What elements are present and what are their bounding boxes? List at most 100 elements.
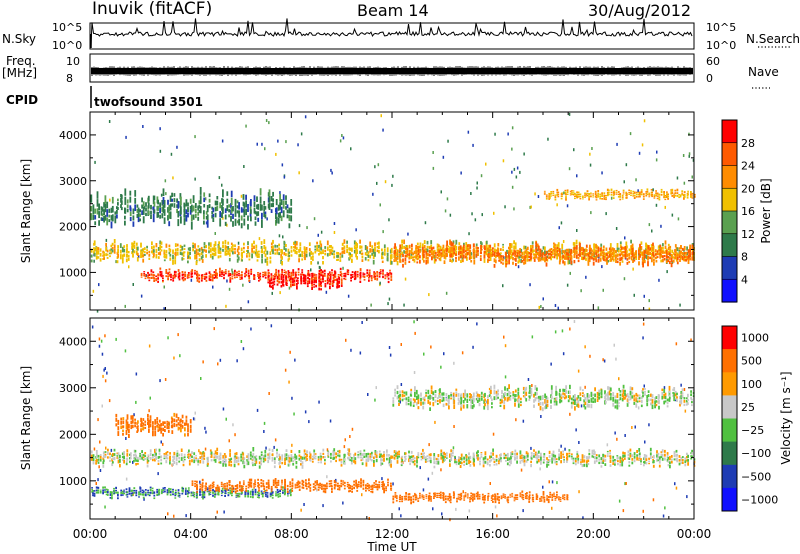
velocity-band-2-cell xyxy=(199,485,202,488)
power-band-3-cell xyxy=(431,247,433,251)
power-band-5-cell xyxy=(211,206,214,210)
power-noise-cell xyxy=(176,145,178,149)
power-band-2-cell xyxy=(272,284,274,287)
velocity-noise-cell xyxy=(569,327,571,331)
power-band-0-cell xyxy=(378,241,380,245)
velocity-noise-cell xyxy=(622,509,625,513)
velocity-band-0-cell xyxy=(365,458,368,463)
velocity-band-0-cell xyxy=(493,460,496,463)
velocity-band-0-cell xyxy=(422,448,424,452)
power-band-3-cell xyxy=(399,252,402,256)
power-band-0-cell xyxy=(378,250,380,254)
power-band-4-cell xyxy=(571,193,573,195)
velocity-band-0-cell xyxy=(320,457,322,461)
velocity-band-2-cell xyxy=(204,489,207,492)
velocity-band-0-cell xyxy=(287,454,290,459)
power-band-1-cell xyxy=(374,275,376,278)
velocity-band-0-cell xyxy=(551,457,554,460)
velocity-band-0-cell xyxy=(102,464,105,468)
power-band-0-cell xyxy=(616,243,619,248)
velocity-band-0-cell xyxy=(609,449,611,452)
velocity-band-0-cell xyxy=(619,456,622,460)
velocity-band-0-cell xyxy=(465,455,468,459)
velocity-band-0-cell xyxy=(614,463,616,466)
power-band-0-cell xyxy=(192,242,194,245)
power-band-2-cell xyxy=(280,284,283,288)
power-band-5-cell xyxy=(212,207,215,213)
power-band-0-cell xyxy=(667,250,670,254)
power-band-0-cell xyxy=(442,249,445,253)
power-band-0-cell xyxy=(243,242,245,246)
power-band-3-cell xyxy=(492,247,494,250)
power-noise-cell xyxy=(300,132,303,136)
power-band-0-cell xyxy=(258,253,260,256)
velocity-noise-cell xyxy=(350,348,352,352)
velocity-band-1-cell xyxy=(102,486,104,489)
velocity-band-1-cell xyxy=(224,492,227,495)
power-noise-cell xyxy=(258,237,261,241)
velocity-band-0-cell xyxy=(92,457,95,461)
power-band-1-cell xyxy=(327,273,330,276)
velocity-band-1-cell xyxy=(120,489,123,492)
power-band-1-cell xyxy=(213,276,216,279)
velocity-band-0-cell xyxy=(440,449,443,453)
power-band-0-cell xyxy=(541,249,543,254)
power-band-1-cell xyxy=(344,278,347,281)
power-band-1-cell xyxy=(343,277,346,280)
velocity-band-0-cell xyxy=(619,463,622,467)
velocity-band-1-cell xyxy=(121,492,124,494)
velocity-band-0-cell xyxy=(273,460,276,464)
power-band-3-cell xyxy=(554,243,556,247)
power-band-3-cell xyxy=(539,248,542,253)
power-noise-cell xyxy=(387,302,389,306)
velocity-band-1-cell xyxy=(95,489,98,492)
power-noise-cell xyxy=(683,181,686,185)
power-band-5-cell xyxy=(147,195,150,202)
power-band-1-cell xyxy=(359,280,362,283)
power-band-0-cell xyxy=(232,247,234,251)
power-band-1-cell xyxy=(234,276,236,279)
velocity-band-1-cell xyxy=(121,490,124,492)
velocity-band-0-cell xyxy=(591,449,594,452)
power-noise-cell xyxy=(660,224,662,228)
power-band-0-cell xyxy=(189,251,191,256)
velocity-band-0-cell xyxy=(388,454,390,457)
velocity-band-0-cell xyxy=(183,453,186,456)
power-band-0-cell xyxy=(105,242,107,247)
power-band-0-cell xyxy=(621,260,624,263)
velocity-noise-cell xyxy=(361,321,363,324)
power-noise-cell xyxy=(554,304,557,307)
velocity-band-0-cell xyxy=(142,456,145,459)
power-noise-cell xyxy=(576,229,578,232)
power-band-0-cell xyxy=(351,258,353,263)
power-band-0-cell xyxy=(105,247,107,252)
power-band-0-cell xyxy=(526,258,529,262)
power-band-0-cell xyxy=(393,259,396,262)
velocity-band-0-cell xyxy=(628,461,631,464)
velocity-band-1-cell xyxy=(279,489,281,493)
power-noise-cell xyxy=(342,266,344,270)
power-band-5-cell xyxy=(116,214,118,219)
power-band-3-cell xyxy=(402,258,404,263)
velocity-band-0-cell xyxy=(288,460,291,463)
velocity-noise-cell xyxy=(132,460,134,464)
power-band-0-cell xyxy=(148,257,151,260)
power-band-0-cell xyxy=(194,250,196,254)
velocity-band-0-cell xyxy=(566,459,568,463)
velocity-band-1-cell xyxy=(169,488,172,491)
velocity-band-0-cell xyxy=(223,461,226,465)
velocity-band-0-cell xyxy=(363,452,366,455)
velocity-band-0-cell xyxy=(410,455,413,459)
power-band-4-cell xyxy=(690,195,692,198)
velocity-band-0-cell xyxy=(657,455,660,459)
power-band-3-cell xyxy=(427,259,429,264)
power-band-3-cell xyxy=(455,259,457,263)
power-band-3-cell xyxy=(423,249,425,254)
power-band-0-cell xyxy=(386,255,389,258)
power-band-1-cell xyxy=(181,277,184,280)
power-band-5-cell xyxy=(150,214,152,219)
velocity-band-0-cell xyxy=(643,456,646,461)
velocity-band-1-cell xyxy=(111,494,113,497)
velocity-band-1-cell xyxy=(158,491,161,493)
power-band-0-cell xyxy=(410,255,413,259)
